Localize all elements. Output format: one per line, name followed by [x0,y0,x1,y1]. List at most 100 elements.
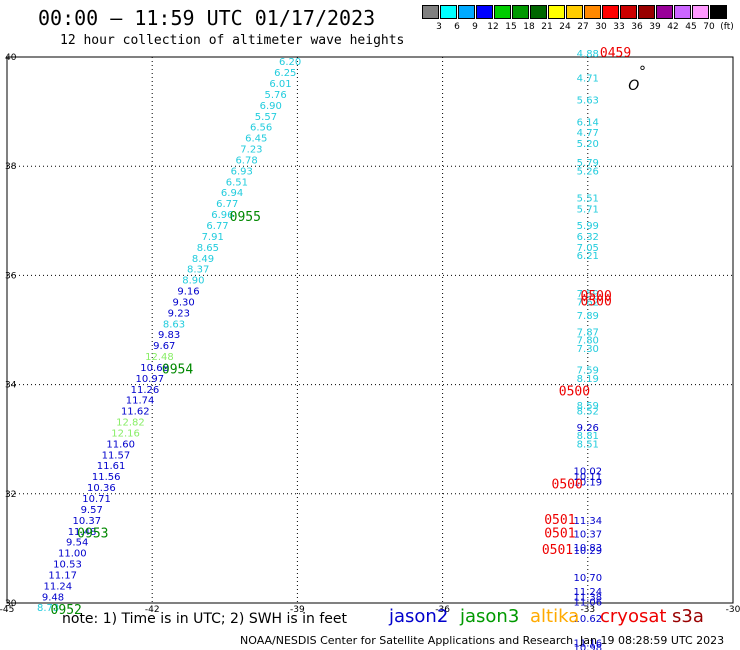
wave-height-label: 7.59 [577,366,599,377]
wave-height-label: 11.74 [126,396,155,407]
legend-swatch [548,5,565,19]
wave-height-label: 8.59 [577,401,599,412]
wave-height-label: 11.00 [58,549,87,560]
wave-height-label: 7.30 [577,344,599,355]
wave-height-label: 5.20 [577,139,599,150]
wave-height-label: 7.59 [577,289,599,300]
pass-time-label: 0501 [544,526,575,541]
wave-height-label: 7.91 [202,232,224,243]
wave-height-label: 8.90 [182,276,204,287]
wave-height-label: 11.56 [92,472,121,483]
x-tick-label: -36 [435,605,450,615]
land-marker: O [628,78,639,94]
legend-label: 15 [505,22,517,32]
wave-height-label: 6.56 [250,123,272,134]
legend-swatch [494,5,511,19]
satellite-altika: altika [530,606,580,627]
wave-height-label: 5.79 [577,158,599,169]
y-tick-label: 32 [5,490,16,500]
legend-swatch [710,5,727,19]
footer-note: note: 1) Time is in UTC; 2) SWH is in fe… [62,611,348,627]
wave-height-label: 5.63 [577,95,599,106]
wave-height-label: 11.57 [102,450,131,461]
plot-frame [6,56,734,604]
legend-swatch [674,5,691,19]
wave-height-label: 6.20 [279,57,301,68]
x-tick-label: -39 [290,605,305,615]
wave-height-label: 10.37 [573,529,602,540]
wave-height-label: 12.16 [111,428,140,439]
wave-height-label: 4.77 [577,128,599,139]
satellite-s3a: s3a [672,606,704,627]
pass-time-label: 0500 [552,477,583,492]
wave-height-label: 12.48 [145,352,174,363]
legend-label: 3 [436,22,442,32]
wave-height-label: 9.83 [158,330,180,341]
wave-height-label: 6.78 [235,155,257,166]
legend-swatch [638,5,655,19]
wave-height-label: 6.90 [260,101,282,112]
wave-height-label: 8.49 [192,254,214,265]
legend-label: 45 [685,22,697,32]
legend-label: 21 [541,22,553,32]
legend-label: 9 [472,22,478,32]
credit-text: NOAA/NESDIS Center for Satellite Applica… [240,634,574,647]
wave-height-label: 5.99 [577,221,599,232]
y-tick-label: 30 [5,599,17,609]
y-tick-label: 36 [5,271,17,281]
satellite-jason3: jason3 [460,606,520,627]
wave-height-label: 6.94 [221,188,243,199]
wave-height-label: 8.51 [577,439,599,450]
wave-height-label: 10.62 [573,614,602,625]
pass-time-label: 0500 [559,385,590,400]
wave-height-label: 5.26 [577,166,599,177]
wave-height-label: 7.62 [577,297,599,308]
pass-time-label: 0952 [51,603,82,618]
wave-height-label: 6.25 [274,68,296,79]
legend-label: (ft) [720,22,734,32]
legend-swatch [656,5,673,19]
wave-height-label: 7.87 [577,327,599,338]
legend-swatch [422,5,439,19]
wave-height-label: 9.54 [66,538,88,549]
legend-label: 39 [649,22,661,32]
chart-subtitle: 12 hour collection of altimeter wave hei… [60,33,405,48]
wave-height-label: 11.17 [48,570,77,581]
wave-height-label: 10.68 [140,363,169,374]
wave-height-label: 11.26 [131,385,160,396]
wave-height-label: 8.19 [577,374,599,385]
wave-height-label: 10.29 [573,546,602,557]
wave-height-label: 5.76 [264,90,286,101]
x-tick-label: -33 [580,605,595,615]
pass-time-label: 0954 [162,363,193,378]
wave-height-label: 5.57 [255,112,277,123]
wave-height-label: 10.19 [573,478,602,489]
wave-height-label: 11.62 [121,407,150,418]
pass-time-label: 0955 [230,210,261,225]
wave-height-label: 11.24 [573,587,602,598]
wave-height-label: 11.34 [573,516,602,527]
legend-label: 33 [613,22,625,32]
legend-label: 18 [523,22,535,32]
wave-height-label: 9.23 [168,308,190,319]
generated-timestamp: Jan 19 08:28:59 UTC 2023 [580,634,725,647]
wave-height-label: 10.98 [573,643,602,650]
legend-swatch [440,5,457,19]
wave-height-label: 6.01 [269,79,291,90]
wave-height-label: 9.57 [81,505,103,516]
legend-swatch [692,5,709,19]
wave-height-label: 6.32 [577,232,599,243]
wave-height-label: 12.82 [116,418,145,429]
legend-swatch [530,5,547,19]
pass-time-label: 0500 [581,294,612,309]
wave-height-label: 8.37 [187,265,209,276]
pass-time-label: 0501 [544,513,575,528]
pass-time-label: 0459 [600,46,631,61]
wave-height-label: 10.83 [573,543,602,554]
wave-height-label: 9.30 [173,297,195,308]
legend-label: 6 [454,22,460,32]
wave-height-label: 5.71 [577,205,599,216]
wave-height-label: 10.36 [87,483,116,494]
pass-time-label: 0953 [77,526,108,541]
